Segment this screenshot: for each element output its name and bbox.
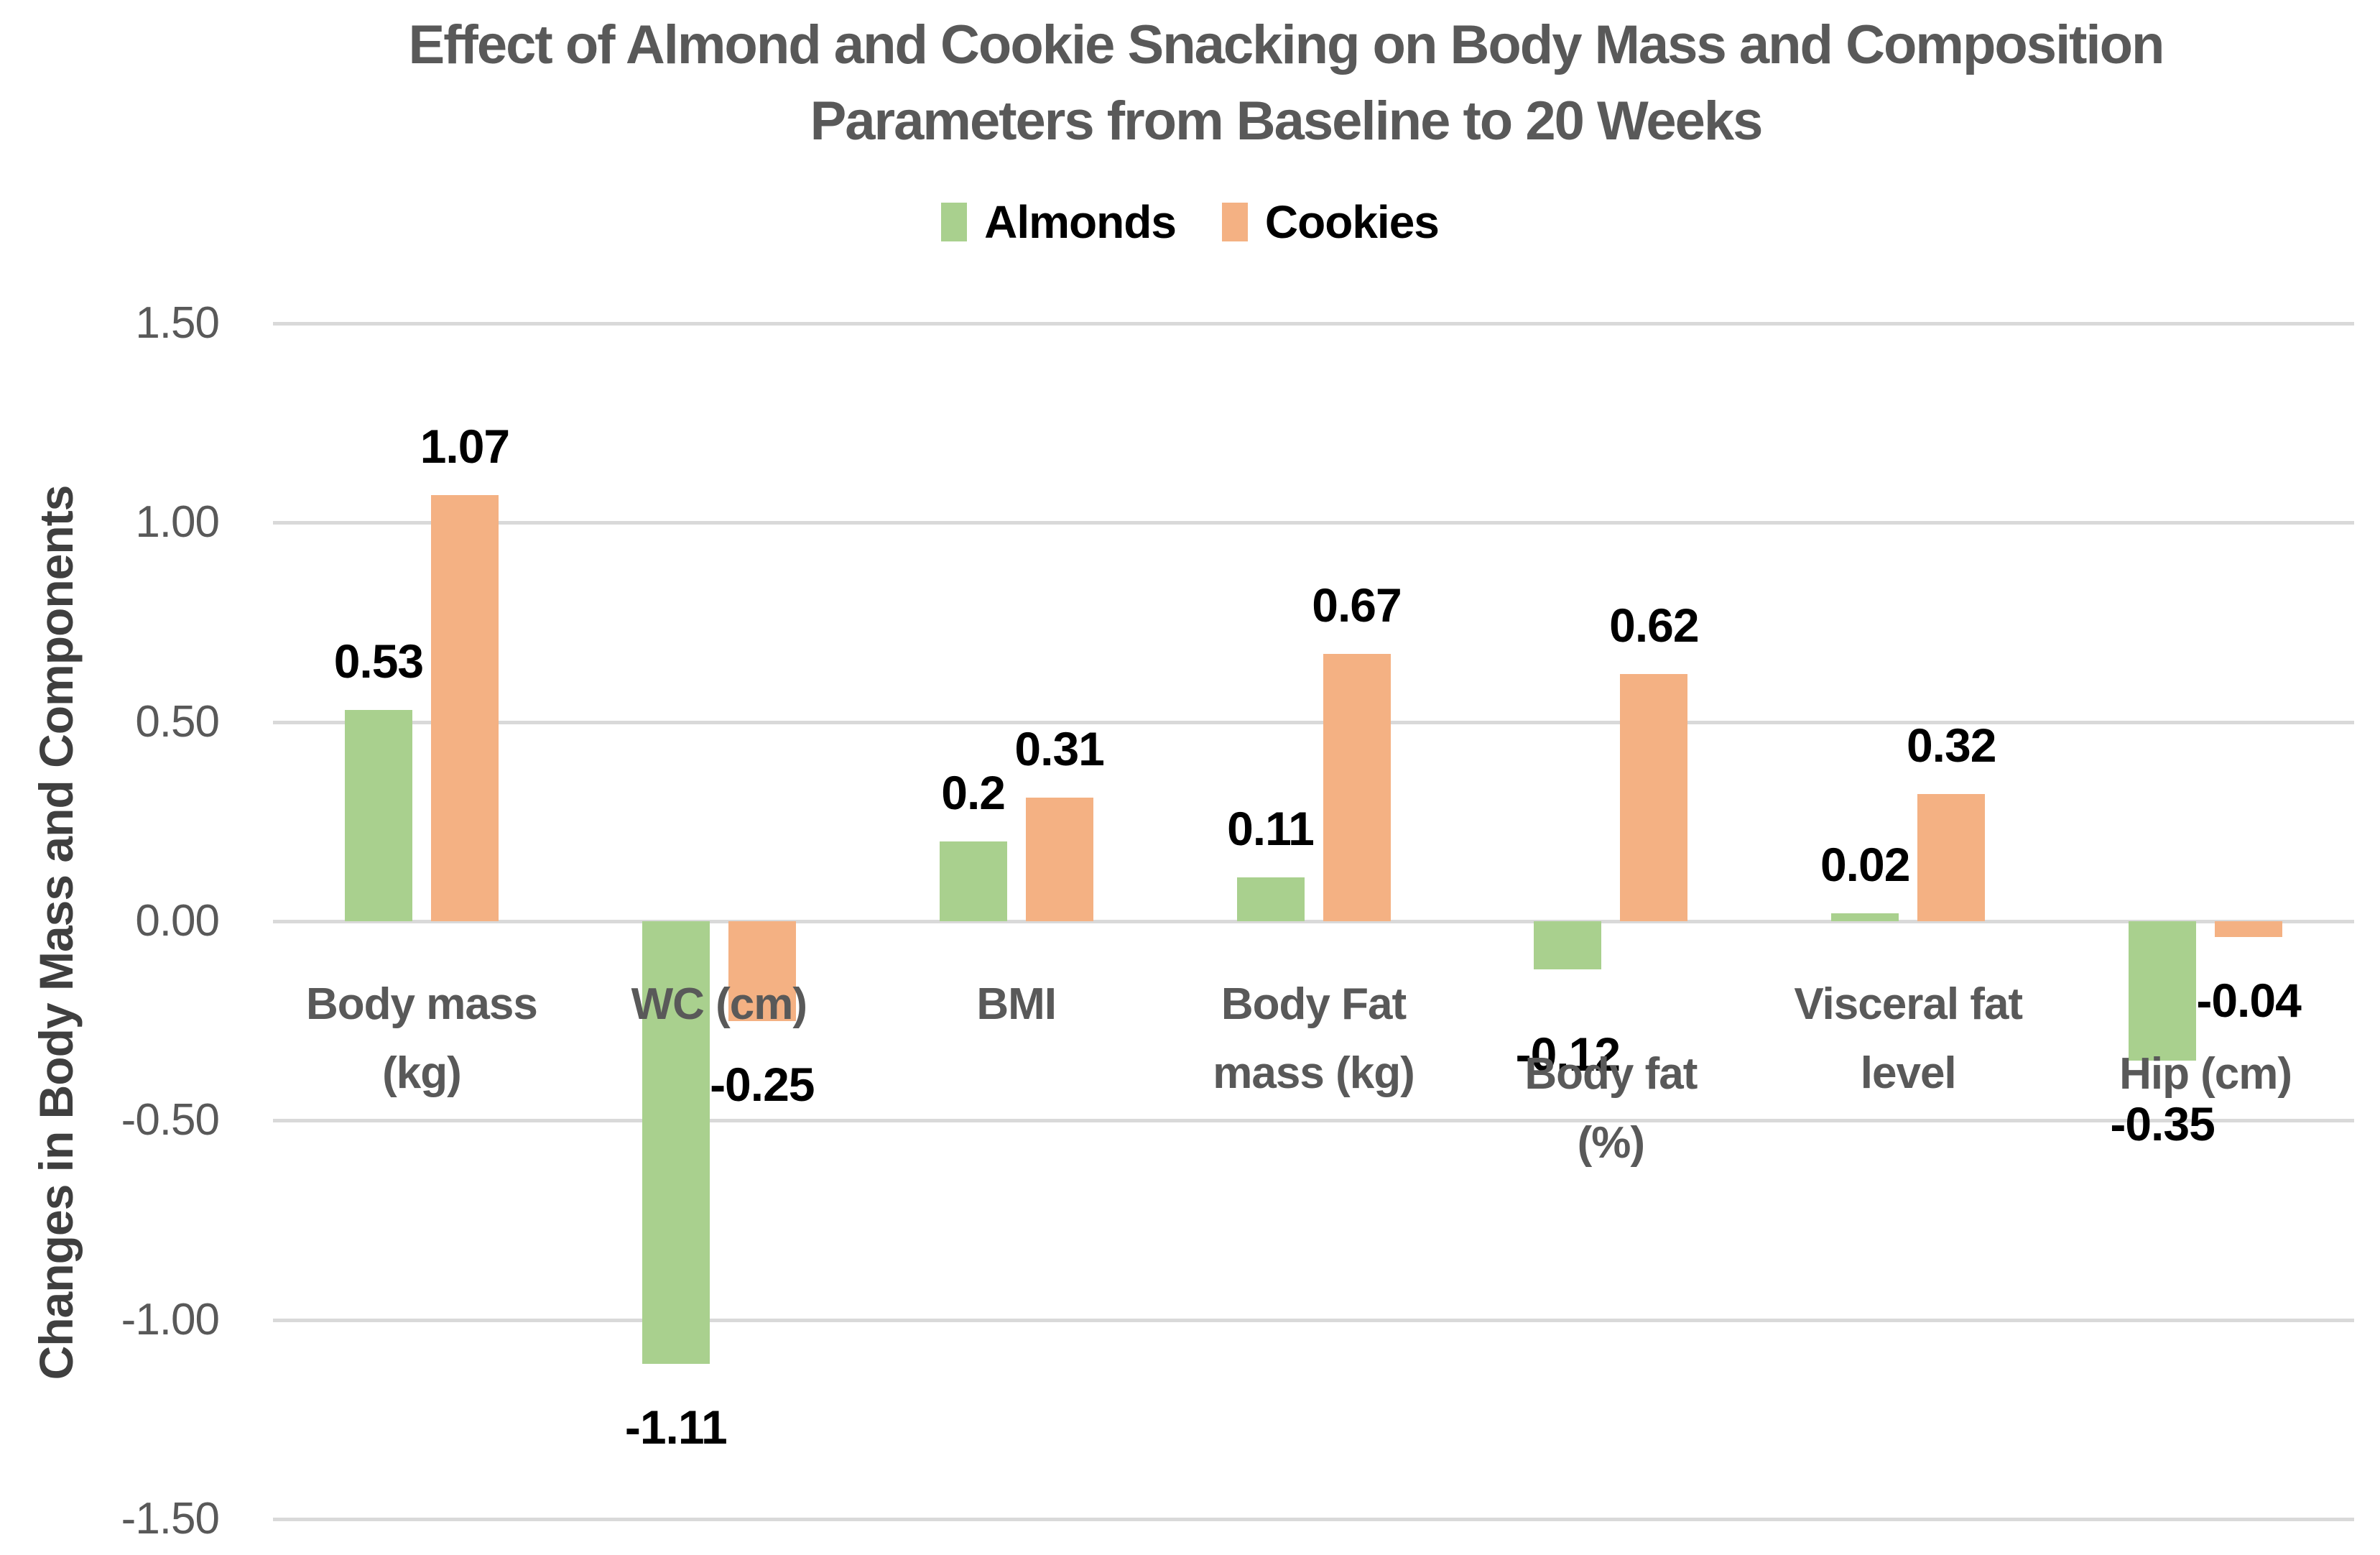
gridline-1-50 [273,1518,2354,1521]
legend-item-almonds: Almonds [941,195,1177,249]
data-label-almonds-hip-cm: -0.35 [2110,1097,2215,1150]
gridline-0-50 [273,720,2354,724]
y-tick-label-0-50: 0.50 [135,696,220,747]
data-label-cookies-body-fat: 0.62 [1609,599,1699,652]
category-label-line: Body mass [306,979,538,1029]
category-label-body-fat-mass-kg: Body Fat mass (kg) [1163,970,1465,1108]
data-label-cookies-hip-cm: -0.04 [2196,974,2301,1027]
bar-cookies-body-fat-mass-kg [1323,654,1391,921]
category-label-line: Body fat [1524,1049,1698,1099]
category-label-body-fat: Body fat (%) [1460,1040,1761,1178]
legend-label-almonds: Almonds [984,196,1177,248]
data-label-cookies-body-fat-mass-kg: 0.67 [1312,578,1402,632]
legend-item-cookies: Cookies [1221,195,1440,249]
y-tick-label-1-00: 1.00 [135,497,220,548]
data-label-cookies-visceral-fat-level: 0.32 [1906,719,1996,772]
y-tick-label-1-50: -1.50 [121,1494,220,1544]
category-label-line: (%) [1577,1118,1645,1168]
gridline-1-00 [273,1318,2354,1322]
bar-almonds-body-mass-kg [344,710,412,921]
category-label-visceral-fat-level: Visceral fat level [1757,970,2059,1108]
legend-label-cookies: Cookies [1264,196,1440,248]
category-label-line: WC (cm) [631,979,807,1029]
gridline-1-50 [273,321,2354,326]
category-label-line: Visceral fat [1794,979,2023,1029]
y-tick-label-0-50: -0.50 [121,1095,220,1145]
category-label-line: Body Fat [1221,979,1407,1029]
bar-cookies-bmi [1025,798,1093,921]
bar-cookies-hip-cm [2215,921,2283,937]
category-label-wc-cm: WC (cm) [568,970,870,1039]
category-label-bmi: BMI [866,970,1167,1039]
data-label-almonds-wc-cm: -1.11 [624,1401,728,1454]
data-label-almonds-body-fat-mass-kg: 0.11 [1227,802,1315,855]
legend: Almonds Cookies [0,195,2380,249]
y-tick-label-1-50: 1.50 [135,297,220,348]
category-label-line: mass (kg) [1213,1048,1414,1098]
data-label-almonds-body-mass-kg: 0.53 [333,635,424,688]
data-label-cookies-bmi: 0.31 [1014,722,1104,775]
bar-cookies-wc-cm [728,921,796,1021]
gridline-0-50 [273,1119,2354,1123]
bar-cookies-body-mass-kg [430,495,499,921]
category-label-line: (kg) [382,1048,462,1098]
data-label-cookies-wc-cm: -0.25 [710,1058,815,1111]
category-label-hip-cm: Hip (cm) [2055,1040,2356,1109]
almonds-swatch-icon [941,203,968,241]
data-label-almonds-body-fat: -0.12 [1515,1028,1621,1081]
bar-almonds-bmi [939,841,1007,921]
cookies-swatch-icon [1221,203,1248,241]
chart-title: Effect of Almond and Cookie Snacking on … [216,7,2356,160]
y-tick-label-1-00: -1.00 [121,1294,220,1344]
category-label-line: Hip (cm) [2119,1049,2292,1099]
data-label-almonds-bmi: 0.2 [941,766,1006,819]
gridline-1-00 [273,521,2354,525]
bar-cookies-visceral-fat-level [1917,794,1986,921]
bar-almonds-wc-cm [642,921,710,1364]
chart-title-line-2: Parameters from Baseline to 20 Weeks [810,91,1764,152]
category-label-line: level [1860,1048,1957,1098]
data-label-almonds-visceral-fat-level: 0.02 [1820,838,1910,891]
category-label-body-mass-kg: Body mass (kg) [271,970,573,1108]
bar-cookies-body-fat [1620,674,1688,921]
bar-almonds-visceral-fat-level [1831,913,1899,921]
gridline-0-00 [273,920,2354,923]
bar-almonds-body-fat [1534,921,1602,969]
data-label-cookies-body-mass-kg: 1.07 [420,420,510,473]
bar-almonds-hip-cm [2129,921,2197,1061]
bar-almonds-body-fat-mass-kg [1236,877,1305,921]
category-label-line: BMI [976,979,1057,1029]
chart-title-line-1: Effect of Almond and Cookie Snacking on … [408,14,2165,75]
y-tick-label-0-00: 0.00 [135,896,220,946]
